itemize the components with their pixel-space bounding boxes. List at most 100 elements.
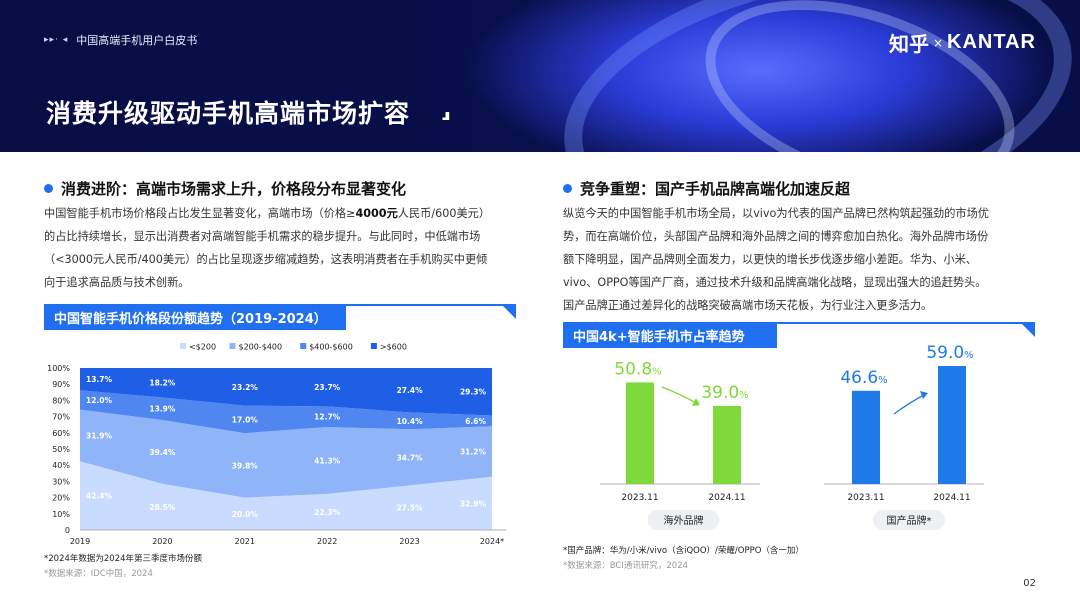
data-label: 12.7% bbox=[314, 413, 341, 422]
area-series-3 bbox=[80, 368, 492, 416]
data-label: 32.9% bbox=[460, 499, 487, 508]
x-tick-label: 2021 bbox=[235, 537, 255, 546]
trend-down-arrow-icon bbox=[661, 386, 699, 405]
bar-category-label: 2023.11 bbox=[847, 493, 884, 503]
data-label: 18.2% bbox=[149, 379, 176, 388]
x-tick-label: 2022 bbox=[317, 537, 337, 546]
data-label: 23.7% bbox=[314, 383, 341, 392]
data-label: 31.9% bbox=[86, 431, 113, 440]
area-series-1 bbox=[80, 409, 492, 498]
share-bar-chart: 50.8% 2023.11 39.0% 2024.11 海外品牌 46.6% 2023.11… bbox=[600, 343, 984, 530]
left-para-line-1: 中国智能手机市场价格段占比发生显著变化，高端市场（价格≥4000元人民币/600… bbox=[44, 202, 530, 225]
right-chart-title-text: 中国4k+智能手机市占率趋势 bbox=[573, 329, 745, 345]
right-footnote: *国产品牌：华为/小米/vivo（含iQOO）/荣耀/OPPO（含一加） bbox=[563, 546, 804, 556]
y-tick-label: 10% bbox=[52, 510, 70, 519]
right-chart-title: 中国4k+智能手机市占率趋势 bbox=[563, 322, 777, 348]
data-label: 27.5% bbox=[397, 504, 424, 513]
y-tick-label: 80% bbox=[52, 396, 70, 405]
left-para-1a: 中国智能手机市场价格段占比发生显著变化，高端市场（价格≥ bbox=[44, 207, 356, 220]
data-label: 23.2% bbox=[232, 383, 259, 392]
legend-label-2: $400-$600 bbox=[309, 343, 353, 352]
legend-label-1: $200-$400 bbox=[239, 343, 283, 352]
area-series-0 bbox=[80, 461, 492, 530]
trend-down-arrowhead-icon bbox=[692, 398, 700, 406]
left-para-line-3: （<3000元人民币/400美元）的占比呈现逐步缩减趋势，这表明消费者在手机购买… bbox=[44, 253, 488, 266]
share-bar bbox=[938, 366, 966, 484]
data-label: 31.2% bbox=[460, 447, 487, 456]
left-para-1c: 人民币/600美元） bbox=[397, 207, 491, 220]
y-tick-label: 40% bbox=[52, 461, 70, 470]
brand-logo: 知乎 × KANTAR bbox=[889, 28, 1036, 57]
breadcrumb-arrows-icon: ▸▸· ◂ bbox=[44, 35, 69, 45]
right-source: *数据来源：BCI通讯研究，2024 bbox=[563, 561, 689, 571]
x-tick-label: 2023 bbox=[399, 537, 419, 546]
data-label: 41.3% bbox=[314, 456, 341, 465]
left-chart-title: 中国智能手机价格段份额趋势（2019-2024） bbox=[44, 304, 346, 330]
data-label: 10.4% bbox=[397, 417, 424, 426]
bar-value-unit: % bbox=[652, 366, 662, 377]
right-panel-corner bbox=[1022, 324, 1035, 337]
y-tick-label: 90% bbox=[52, 380, 70, 389]
bar-value-unit: % bbox=[739, 390, 749, 401]
bar-value-unit: % bbox=[878, 375, 888, 386]
legend-swatch-0 bbox=[180, 343, 186, 349]
hero-banner: ▸▸· ◂ 中国高端手机用户白皮书 知乎 × KANTAR 消费升级驱动手机高端… bbox=[0, 0, 1080, 152]
data-label: 12.0% bbox=[86, 396, 113, 405]
legend-label-0: <$200 bbox=[189, 343, 216, 352]
left-para-line-4: 向于追求高品质与技术创新。 bbox=[44, 276, 190, 289]
y-tick-label: 50% bbox=[52, 445, 70, 454]
share-bar bbox=[713, 406, 741, 484]
y-tick-label: 30% bbox=[52, 477, 70, 486]
y-tick-label: 100% bbox=[47, 364, 70, 373]
legend-label-3: >$600 bbox=[380, 343, 407, 352]
left-section-title-text: 消费进阶：高端市场需求上升，价格段分布显著变化 bbox=[61, 180, 407, 198]
logo-separator: × bbox=[932, 35, 944, 50]
data-label: 39.4% bbox=[149, 448, 176, 457]
share-bar bbox=[626, 382, 654, 484]
left-source: *数据来源：IDC中国，2024 bbox=[44, 569, 153, 579]
right-section-title: 竞争重塑：国产手机品牌高端化加速反超 bbox=[563, 178, 850, 199]
bar-value-unit: % bbox=[964, 350, 974, 361]
group-label: 海外品牌 bbox=[664, 514, 704, 527]
left-chart-title-text: 中国智能手机价格段份额趋势（2019-2024） bbox=[54, 311, 327, 327]
trend-up-arrowhead-icon bbox=[920, 391, 928, 399]
data-label: 13.7% bbox=[86, 375, 113, 384]
right-section-title-text: 竞争重塑：国产手机品牌高端化加速反超 bbox=[580, 180, 851, 198]
right-paragraph: 纵览今天的中国智能手机市场全局，以vivo为代表的国产品牌已然构筑起强劲的市场优… bbox=[563, 202, 1043, 317]
legend-swatch-1 bbox=[229, 343, 236, 349]
page-number: 02 bbox=[1023, 578, 1036, 589]
data-label: 22.3% bbox=[314, 508, 341, 517]
x-tick-label: 2020 bbox=[152, 537, 172, 546]
right-para-line-1: 纵览今天的中国智能手机市场全局，以vivo为代表的国产品牌已然构筑起强劲的市场优 bbox=[563, 207, 989, 220]
y-tick-label: 60% bbox=[52, 429, 70, 438]
group-label: 国产品牌* bbox=[887, 514, 932, 527]
area-series-2 bbox=[80, 390, 492, 434]
bar-value-label: 50.8% bbox=[614, 359, 661, 379]
left-panel-corner bbox=[503, 306, 516, 319]
zhihu-logo: 知乎 bbox=[888, 32, 929, 56]
bar-value-label: 59.0% bbox=[926, 343, 973, 363]
y-tick-label: 70% bbox=[52, 413, 70, 422]
bar-value-label: 46.6% bbox=[840, 368, 887, 388]
left-section-title: 消费进阶：高端市场需求上升，价格段分布显著变化 bbox=[44, 178, 406, 199]
left-footnote: *2024年数据为2024年第三季度市场份额 bbox=[44, 554, 203, 564]
trend-up-arrow-icon bbox=[893, 393, 927, 415]
bar-category-label: 2024.11 bbox=[933, 493, 970, 503]
data-label: 42.4% bbox=[86, 492, 113, 501]
share-bar bbox=[852, 390, 880, 484]
group-pill bbox=[873, 510, 945, 530]
left-para-line-2: 的占比持续增长，显示出消费者对高端智能手机需求的稳步提升。与此同时，中低端市场 bbox=[44, 230, 481, 243]
breadcrumb: ▸▸· ◂ 中国高端手机用户白皮书 bbox=[44, 32, 197, 48]
y-tick-label: 0 bbox=[65, 526, 70, 535]
right-para-line-5: 国产品牌正通过差异化的战略突破高端市场天花板，为行业注入更多活力。 bbox=[563, 299, 933, 312]
page-title: 消费升级驱动手机高端市场扩容 bbox=[46, 99, 411, 128]
right-para-line-2: 势，而在高端价位，头部国产品牌和海外品牌之间的博弈愈加白热化。海外品牌市场份 bbox=[563, 230, 989, 243]
legend-swatch-3 bbox=[370, 343, 377, 349]
right-para-line-4: vivo、OPPO等国产厂商，通过技术升级和品牌高端化战略，显现出强大的追赶势头… bbox=[563, 276, 987, 289]
bar-value-label: 39.0% bbox=[701, 383, 748, 403]
data-label: 20.0% bbox=[232, 510, 259, 519]
bullet-dot-icon bbox=[44, 184, 53, 193]
bar-category-label: 2024.11 bbox=[708, 493, 745, 503]
group-pill bbox=[647, 510, 720, 530]
bar-category-label: 2023.11 bbox=[621, 493, 658, 503]
